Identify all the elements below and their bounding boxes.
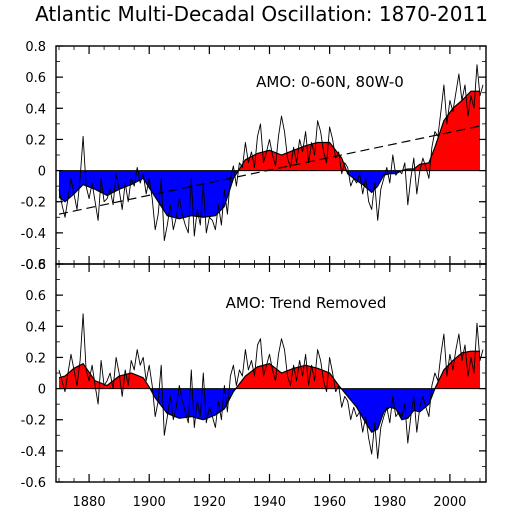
y-tick-label: 0.6: [25, 71, 46, 86]
positive-fill-area: [59, 351, 480, 389]
negative-fill-area: [59, 388, 480, 433]
smoothed-series-line: [58, 350, 480, 433]
y-tick-label: -0.6: [21, 476, 46, 491]
y-tick-label: 0.2: [25, 351, 46, 366]
panel-amo-raw: 0.8 0.6 0.4 0.2 0 -0.2 -0.4 -0.6 AMO: 0-60N, 80W…: [21, 40, 487, 273]
x-tick-label: 1920: [193, 495, 226, 510]
x-tick-label: 1940: [253, 495, 286, 510]
y-tick-label: -0.2: [21, 414, 46, 429]
y-tick-label: -0.6: [21, 258, 46, 273]
y-tick-label: 0: [38, 165, 46, 180]
y-tick-label: 0: [38, 383, 46, 398]
x-tick-label: 1960: [313, 495, 346, 510]
annual-series-line: [58, 64, 484, 242]
x-tick-label: 2000: [433, 495, 466, 510]
x-tick-label: 1980: [373, 495, 406, 510]
annual-series-line: [58, 313, 484, 460]
positive-fill-area: [59, 91, 480, 171]
y-tick-label: 0.6: [25, 289, 46, 304]
panel-title: AMO: Trend Removed: [226, 294, 387, 312]
y-tick-label: -0.4: [21, 445, 46, 460]
chart-title: Atlantic Multi-Decadal Oscillation: 1870…: [35, 2, 488, 26]
y-tick-label: 0.2: [25, 133, 46, 148]
y-tick-label: -0.2: [21, 196, 46, 211]
y-tick-label: 0.8: [25, 258, 46, 273]
panel-amo-detrended: 0.8 0.6 0.4 0.2 0 -0.2 -0.4 -0.6 1880 1900 1920 194…: [21, 258, 487, 510]
negative-fill-area: [59, 170, 480, 219]
linear-trend-line: [58, 124, 484, 215]
x-tick-label: 1880: [73, 495, 106, 510]
x-tick-label: 1900: [133, 495, 166, 510]
y-tick-label: 0.4: [25, 320, 46, 335]
y-tick-label: -0.4: [21, 227, 46, 242]
y-tick-label: 0.8: [25, 40, 46, 55]
panel-title: AMO: 0-60N, 80W-0: [256, 73, 404, 91]
y-tick-label: 0.4: [25, 102, 46, 117]
